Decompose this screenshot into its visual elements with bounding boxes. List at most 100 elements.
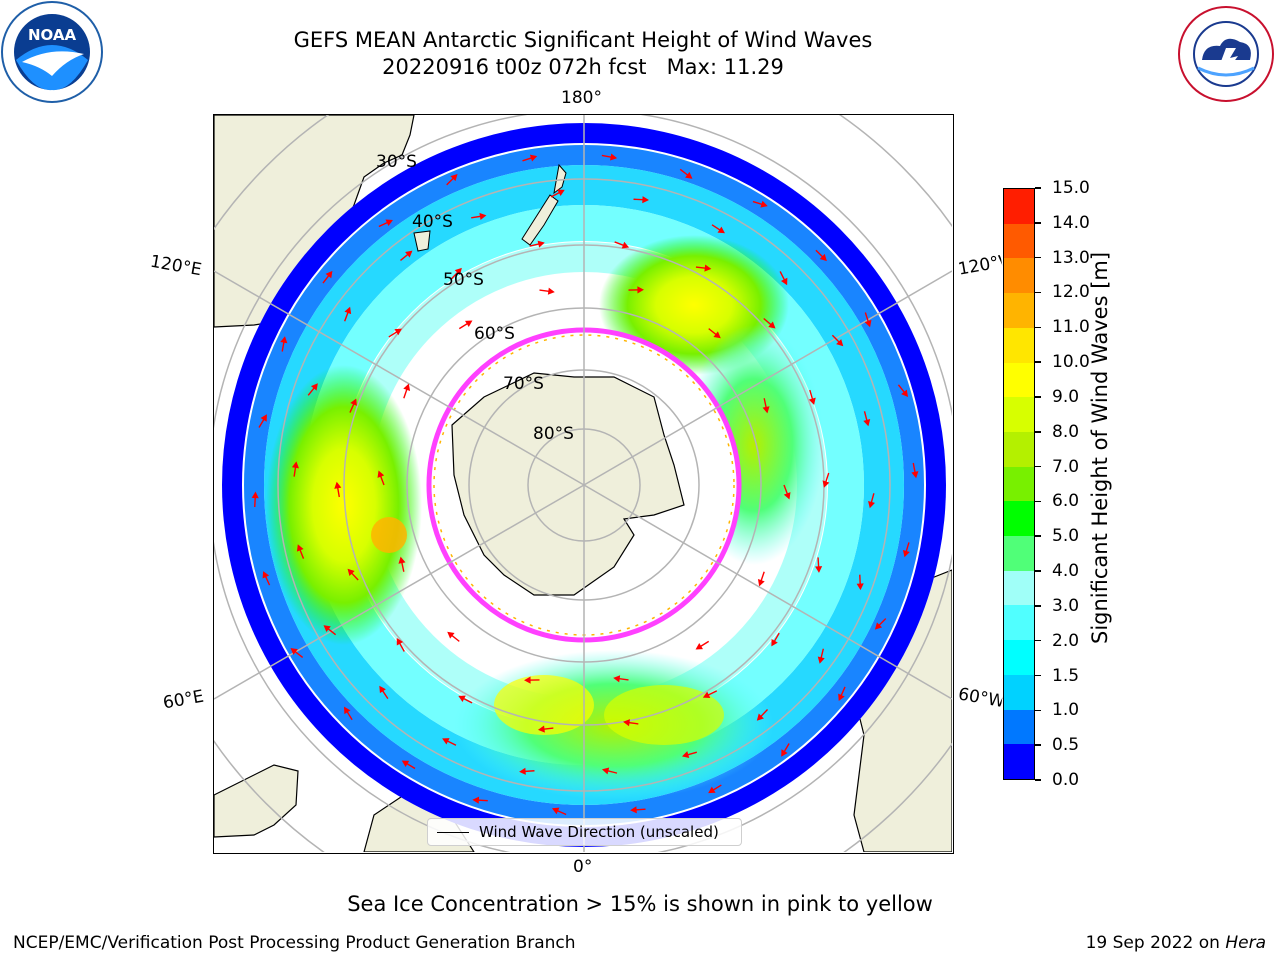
wave-arrow-head [447,631,455,639]
colorbar-tick-label: 0.0 [1052,770,1080,790]
legend-label: Wind Wave Direction (unscaled) [479,823,719,841]
wave-arrow-head [637,286,644,294]
wave-arrow-head [347,568,355,576]
colorbar-segment [1004,709,1034,745]
wave-arrow-head [642,196,649,204]
wave-arrow-head [379,685,386,694]
wave-arrow-head [756,713,764,721]
wave-arrow-head [310,383,318,391]
wave-arrow-head [291,461,299,469]
wave-arrow-head [323,625,331,632]
lon-label-lower-left: 60°E [161,686,206,714]
wave-arrow-head [757,579,765,587]
wave-arrow-head [819,253,827,262]
colorbar-segment [1004,293,1034,328]
colorbar-segment [1004,744,1034,779]
colorbar-segment [1004,640,1034,675]
wave-arrow-head [695,643,703,650]
colorbar-segment [1004,362,1034,398]
wave-arrow-head [290,647,298,655]
wave-arrow-head [623,719,630,727]
wave-arrow-head [760,200,768,208]
wave-arrow-head [403,383,411,391]
wave-arrow-head [702,691,711,699]
colorbar-tick-label: 1.5 [1052,665,1080,686]
wave-arrow-head [334,481,342,489]
wave-arrow-head [815,566,823,573]
wave-arrow-head [713,331,721,339]
colorbar-tick-label: 15.0 [1052,178,1090,198]
footer-credit: NCEP/EMC/Verification Post Processing Pr… [13,933,576,953]
colorbar-tick [1035,605,1041,607]
wave-arrow-head [537,725,545,733]
lat-label-30s: 30°S [376,152,417,172]
wave-arrow-head [901,389,909,397]
colorbar-segment [1004,605,1034,641]
colorbar-tick [1035,639,1041,642]
wave-arrow-head [401,760,410,767]
wave-arrow-head [479,212,487,220]
wave-arrow-head [685,171,693,179]
wave-arrow-head [262,571,270,579]
colorbar-tick-label: 1.0 [1052,700,1080,721]
wave-arrow-head [557,189,565,196]
colorbar-tick-label: 6.0 [1052,491,1080,512]
wave-arrow-head [465,320,473,327]
wave-arrow-head [472,796,480,804]
wave-arrow-head [808,397,816,405]
wind-wave-arrows [251,153,919,816]
chart-title: GEFS MEAN Antarctic Significant Height o… [293,28,873,52]
colorbar-segment [1004,327,1034,363]
colorbar-segment [1004,466,1034,502]
wave-arrow-head [458,695,466,703]
sea-ice-note: Sea Ice Concentration > 15% is shown in … [347,892,933,916]
colorbar-tick-label: 10.0 [1052,352,1090,373]
wave-arrow-head [768,321,776,329]
wave-arrow-head [442,738,450,745]
nws-logo [1178,6,1274,102]
colorbar-tick-label: 4.0 [1052,561,1080,582]
colorbar-tick [1035,291,1041,294]
colorbar-tick-label: 3.0 [1052,595,1080,616]
noaa-logo-text: NOAA [28,26,77,44]
footer-date-text: 19 Sep 2022 on [1085,933,1226,953]
wave-arrow-head [405,250,413,258]
lon-label-lower-right: 60°W [956,684,1004,712]
colorbar-tick-label: 5.0 [1052,526,1080,547]
wave-arrow-head [762,406,770,414]
polar-map-svg [214,115,952,852]
colorbar-tick-label: 7.0 [1052,456,1080,477]
wave-arrow-head [621,241,630,249]
wave-arrow-head [396,637,404,646]
colorbar-tick [1035,674,1041,677]
wave-zone-indian [266,365,422,645]
wave-arrow-head [551,807,560,815]
colorbar-tick-label: 2.0 [1052,630,1080,651]
map-legend: Wind Wave Direction (unscaled) [427,818,742,846]
colorbar-title: Significant Height of Wind Waves [m] [1088,251,1112,644]
colorbar-tick [1035,361,1041,363]
wave-arrow-head [856,583,864,591]
wave-arrow-head [280,336,288,344]
wave-arrow-head [902,549,910,558]
colorbar-segment [1004,570,1034,606]
graticule [214,115,952,852]
wave-arrow-head [864,319,872,328]
wave-arrow-head [519,767,526,775]
colorbar-tick [1035,535,1041,537]
wave-arrow-head [613,675,621,683]
wave-arrow-head [260,414,267,422]
colorbar-segment [1004,397,1034,432]
wave-arrow-head [708,786,716,794]
wave-arrow-head [385,219,393,227]
wave-arrow-head [350,398,357,406]
wave-arrow-head [838,693,845,702]
colorbar-segment [1004,431,1034,467]
wave-arrow-head [601,767,610,775]
lat-label-50s: 50°S [443,270,484,290]
colorbar-tick [1035,709,1041,712]
colorbar-tick-label: 12.0 [1052,282,1090,303]
wave-arrow-head [911,471,919,479]
colorbar-segment [1004,189,1034,224]
colorbar-tick [1035,396,1041,398]
